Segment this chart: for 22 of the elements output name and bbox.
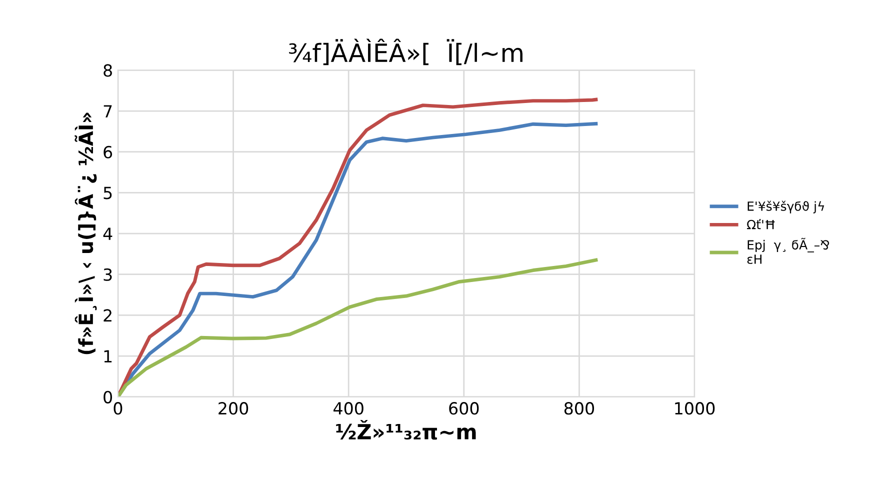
y-axis-title: (f»Ê¸Ì»\ ‹ u(]}Â¨¿ ½ÃÌ»: [74, 112, 97, 354]
y-tick-label: 4: [103, 228, 112, 240]
x-axis-title: ½Ž»¹¹₃₂π~m: [336, 420, 476, 440]
y-tick-label: 7: [104, 105, 112, 118]
y-tick-label: 1: [104, 350, 112, 362]
y-tick-label: 0: [104, 390, 112, 404]
x-tick-label: 400: [334, 402, 364, 415]
x-tick-label: 0: [114, 402, 122, 415]
legend-label: Epj γ¸ ϭÃ_–⅋ εH: [747, 238, 830, 264]
chart-title: ¾f]ÄÀÌÊÂ»[ Ï[/l~m: [289, 38, 522, 66]
legend-label: E'¥š¥šγϭϑ jϟ: [748, 200, 824, 214]
y-tick-label: 2: [104, 309, 112, 322]
y-tick-label: 5: [104, 186, 112, 200]
x-tick-label: 1000: [675, 402, 715, 415]
x-tick-label: 600: [449, 402, 479, 415]
x-tick-label: 200: [218, 402, 248, 415]
y-tick-label: 6: [104, 146, 112, 158]
x-tick-label: 800: [564, 402, 594, 415]
legend-label: Ωť'Ħ: [747, 218, 775, 230]
line-series: [118, 258, 598, 397]
y-tick-label: 3: [104, 268, 112, 281]
y-tick-label: 8: [104, 64, 112, 77]
